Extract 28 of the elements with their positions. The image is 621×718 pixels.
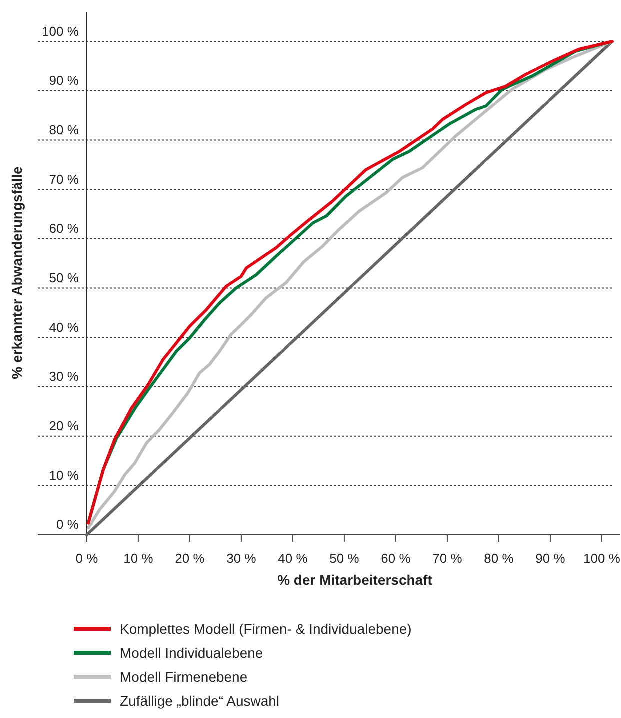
x-tick-label: 50 % — [330, 551, 360, 566]
legend-label: Modell Individualebene — [120, 645, 264, 661]
y-tick-label: 10 % — [49, 468, 80, 483]
x-tick-label: 10 % — [124, 551, 154, 566]
y-tick-label: 20 % — [49, 418, 80, 434]
x-tick-label: 40 % — [278, 551, 308, 566]
y-tick-label: 40 % — [49, 320, 80, 335]
y-tick-label: 50 % — [49, 270, 80, 286]
legend-label: Modell Firmenebene — [120, 669, 248, 685]
y-tick-label: 90 % — [49, 73, 80, 88]
x-axis-title: % der Mitarbeiterschaft — [278, 572, 433, 588]
legend-label: Zufällige „blinde“ Auswahl — [120, 693, 280, 709]
y-axis-title: % erkannter Abwanderungsfälle — [9, 166, 25, 380]
y-tick-label: 70 % — [49, 172, 80, 187]
y-tick-label: 60 % — [49, 221, 80, 236]
x-tick-label: 0 % — [76, 551, 99, 566]
x-tick-label: 80 % — [484, 551, 514, 566]
x-tick-label: 100 % — [584, 551, 621, 566]
y-tick-label: 0 % — [56, 517, 80, 532]
x-tick-label: 30 % — [226, 551, 257, 566]
y-tick-label: 100 % — [42, 24, 80, 39]
y-tick-label: 30 % — [49, 369, 80, 384]
legend-label: Komplettes Modell (Firmen- & Individualebene) — [120, 621, 412, 637]
x-tick-label: 20 % — [175, 551, 206, 566]
y-tick-label: 80 % — [49, 122, 80, 138]
x-tick-label: 60 % — [381, 551, 412, 566]
x-tick-label: 70 % — [432, 551, 463, 566]
x-tick-label: 90 % — [536, 551, 566, 566]
